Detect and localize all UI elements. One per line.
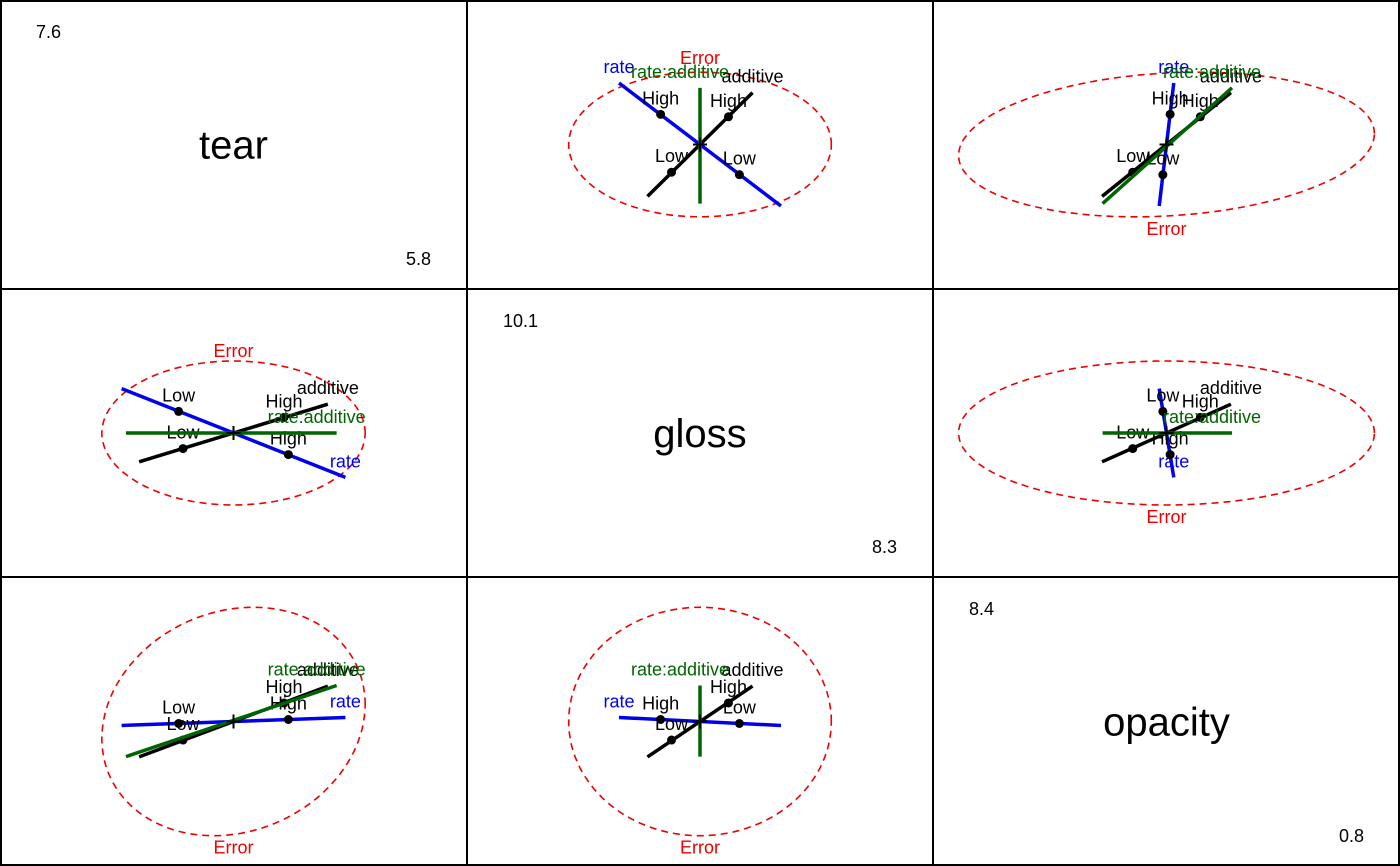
error-ellipse bbox=[100, 606, 366, 837]
range-min-opacity: 0.8 bbox=[1339, 826, 1364, 846]
additive-effect-label: additive bbox=[297, 378, 359, 398]
error-ellipse bbox=[567, 71, 833, 218]
additive-level-label-low: Low bbox=[1116, 146, 1150, 166]
interaction-effect-label: rate:additive bbox=[631, 660, 729, 680]
error-label: Error bbox=[214, 838, 254, 858]
additive-level-point bbox=[667, 735, 677, 745]
rate-level-label-high: High bbox=[642, 694, 679, 714]
panel-opacity-tear: ErrorrateLowHighadditiveLowHighrate:addi… bbox=[100, 606, 366, 858]
rate-effect-label: rate bbox=[1158, 57, 1189, 77]
rate-level-point bbox=[734, 718, 744, 728]
rate-level-point bbox=[283, 715, 293, 725]
additive-level-label-high: High bbox=[710, 91, 747, 111]
additive-level-label-high: High bbox=[265, 391, 302, 411]
interaction-effect-label: rate:additive bbox=[268, 407, 366, 427]
additive-level-label-low: Low bbox=[655, 146, 689, 166]
range-min-gloss: 8.3 bbox=[872, 537, 897, 557]
additive-level-label-high: High bbox=[265, 677, 302, 697]
panel-gloss-gloss: gloss 10.1 8.3 bbox=[503, 311, 897, 557]
error-ellipse bbox=[100, 360, 366, 506]
panel-tear-opacity: ErrorrateLowHighadditiveLowHighrate:addi… bbox=[957, 57, 1376, 239]
rate-level-point bbox=[734, 170, 744, 180]
additive-level-point bbox=[723, 698, 733, 708]
additive-level-label-low: Low bbox=[167, 714, 201, 734]
panel-tear-gloss: Error rate Low High additive Low High rate:addi… bbox=[567, 48, 833, 218]
error-ellipse bbox=[957, 71, 1376, 218]
variable-name-tear: tear bbox=[199, 124, 268, 168]
additive-level-label-high: High bbox=[1182, 391, 1219, 411]
range-max-gloss: 10.1 bbox=[503, 311, 538, 331]
range-min-tear: 5.8 bbox=[406, 249, 431, 269]
additive-level-point bbox=[723, 112, 733, 122]
additive-level-label-high: High bbox=[1182, 91, 1219, 111]
rate-effect-label: rate bbox=[330, 692, 361, 712]
rate-level-label-low: Low bbox=[723, 149, 757, 169]
additive-level-point bbox=[667, 167, 677, 177]
range-max-tear: 7.6 bbox=[36, 22, 61, 42]
interaction-effect-label: rate:additive bbox=[1163, 62, 1261, 82]
additive-effect-label: additive bbox=[1200, 67, 1262, 87]
panel-gloss-opacity: ErrorrateLowHighadditiveLowHighrate:addi… bbox=[957, 360, 1376, 527]
rate-level-point bbox=[283, 450, 293, 460]
additive-level-point bbox=[178, 444, 188, 454]
panel-tear-tear: tear 7.6 5.8 bbox=[36, 22, 431, 269]
range-max-opacity: 8.4 bbox=[969, 599, 994, 619]
rate-level-point bbox=[174, 718, 184, 728]
additive-level-point bbox=[279, 412, 289, 422]
interaction-effect-label: rate:additive bbox=[1163, 407, 1261, 427]
interaction-effect-label: rate:additive bbox=[631, 62, 729, 82]
variable-name-gloss: gloss bbox=[653, 412, 746, 456]
rate-level-point bbox=[1158, 170, 1168, 180]
additive-effect-label: additive bbox=[722, 67, 784, 87]
rate-level-point bbox=[1165, 450, 1175, 460]
additive-level-label-low: Low bbox=[655, 714, 689, 734]
error-label: Error bbox=[214, 341, 254, 361]
rate-level-label-low: Low bbox=[162, 697, 196, 717]
error-label: Error bbox=[1147, 219, 1187, 239]
rate-level-label-low: Low bbox=[162, 385, 196, 405]
additive-effect-label: additive bbox=[1200, 378, 1262, 398]
rate-level-label-high: High bbox=[642, 88, 679, 108]
rate-level-label-high: High bbox=[1152, 88, 1189, 108]
variable-name-opacity: opacity bbox=[1103, 701, 1230, 745]
additive-level-label-high: High bbox=[710, 677, 747, 697]
interaction-effect-label: rate:additive bbox=[268, 660, 366, 680]
rate-effect-label: rate bbox=[603, 57, 634, 77]
rate-level-point bbox=[1165, 109, 1175, 119]
additive-level-point bbox=[1128, 444, 1138, 454]
error-label: Error bbox=[1147, 507, 1187, 527]
rate-effect-label: rate bbox=[603, 692, 634, 712]
rate-level-point bbox=[174, 406, 184, 416]
panel-gloss-tear: ErrorrateLowHighadditiveLowHighrate:addi… bbox=[100, 341, 366, 506]
error-ellipse bbox=[567, 606, 833, 837]
panel-opacity-opacity: opacity 8.4 0.8 bbox=[969, 599, 1364, 846]
rate-level-point bbox=[1158, 406, 1168, 416]
rate-level-point bbox=[656, 109, 666, 119]
rate-level-point bbox=[656, 715, 666, 725]
error-label: Error bbox=[680, 838, 720, 858]
additive-effect-label: additive bbox=[722, 660, 784, 680]
rate-effect-label: rate bbox=[330, 451, 361, 471]
additive-level-point bbox=[1195, 412, 1205, 422]
panels-layer: tear7.65.8ErrorrateLowHighadditiveLowHig… bbox=[36, 22, 1376, 858]
error-label: Error bbox=[680, 48, 720, 68]
additive-effect-label: additive bbox=[297, 660, 359, 680]
rate-level-label-low: Low bbox=[1146, 385, 1180, 405]
